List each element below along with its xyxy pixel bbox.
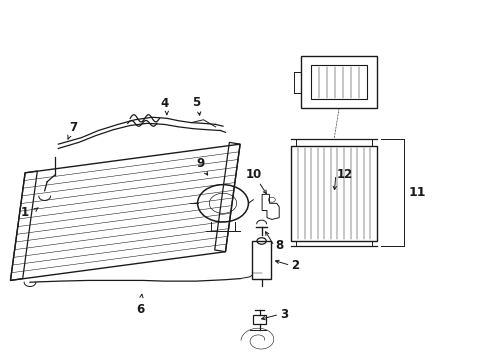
Text: 7: 7 <box>69 121 77 134</box>
Text: 9: 9 <box>196 157 204 170</box>
Text: 8: 8 <box>275 239 284 252</box>
Text: 3: 3 <box>280 308 288 321</box>
Text: 10: 10 <box>245 168 262 181</box>
Text: 12: 12 <box>337 168 353 181</box>
Text: 6: 6 <box>136 303 144 316</box>
Text: 1: 1 <box>21 206 29 219</box>
Text: 11: 11 <box>409 186 426 199</box>
Text: 4: 4 <box>160 97 169 110</box>
Text: 2: 2 <box>292 259 299 272</box>
Text: 5: 5 <box>192 96 200 109</box>
